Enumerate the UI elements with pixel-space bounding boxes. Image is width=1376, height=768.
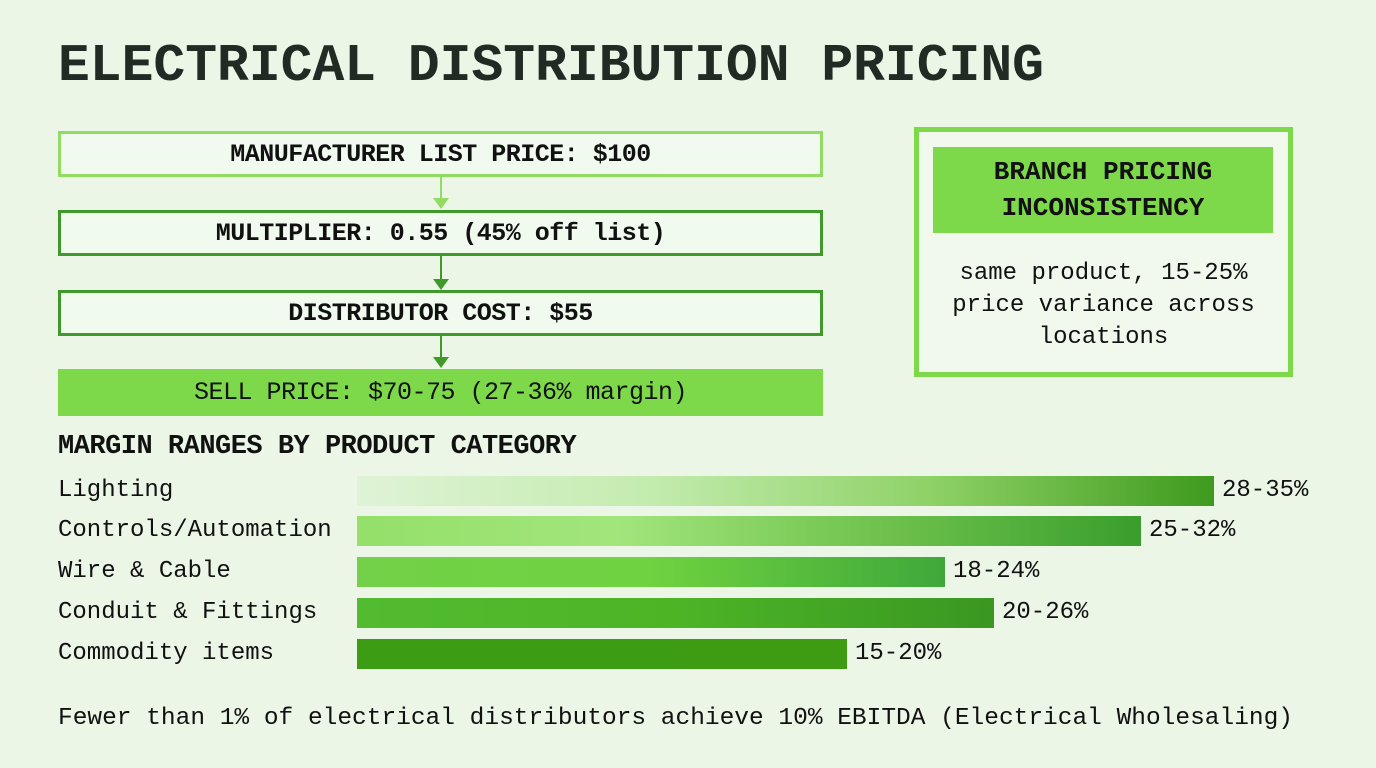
panel-body-line: price variance across — [952, 292, 1255, 319]
chart-row: Controls/Automation 25-32% — [0, 516, 1376, 546]
data-label: 25-32% — [1149, 517, 1236, 544]
flow-step-sell-price: SELL PRICE: $70-75 (27-36% margin) — [58, 369, 823, 416]
margin-bar — [357, 557, 945, 587]
flow-step-list-price: MANUFACTURER LIST PRICE: $100 — [58, 131, 823, 177]
panel-body-line: same product, 15-25% — [959, 260, 1248, 287]
category-label: Conduit & Fittings — [58, 599, 318, 626]
chart-row: Commodity items 15-20% — [0, 639, 1376, 669]
panel-body-line: locations — [1038, 324, 1169, 351]
margin-bar — [357, 639, 847, 669]
category-label: Wire & Cable — [58, 558, 231, 585]
data-label: 15-20% — [855, 640, 942, 667]
data-label: 28-35% — [1222, 477, 1309, 504]
chart-row: Conduit & Fittings 20-26% — [0, 598, 1376, 628]
branch-pricing-panel: BRANCH PRICING INCONSISTENCY same produc… — [914, 127, 1293, 377]
category-label: Lighting — [58, 477, 174, 504]
flow-step-label: SELL PRICE: $70-75 (27-36% margin) — [193, 378, 688, 407]
footer-note: Fewer than 1% of electrical distributors… — [58, 705, 1294, 732]
margin-bar — [357, 476, 1214, 506]
margin-bar — [357, 516, 1141, 546]
flow-step-label: DISTRIBUTOR COST: $55 — [288, 298, 593, 328]
flow-step-distributor-cost: DISTRIBUTOR COST: $55 — [58, 290, 823, 336]
data-label: 20-26% — [1002, 599, 1089, 626]
flow-step-label: MANUFACTURER LIST PRICE: $100 — [230, 139, 651, 169]
category-label: Commodity items — [58, 640, 275, 667]
data-label: 18-24% — [953, 558, 1040, 585]
panel-heading-line: INCONSISTENCY — [1001, 193, 1205, 223]
page-title: ELECTRICAL DISTRIBUTION PRICING — [58, 36, 1044, 96]
flow-step-multiplier: MULTIPLIER: 0.55 (45% off list) — [58, 210, 823, 256]
chart-title: MARGIN RANGES BY PRODUCT CATEGORY — [58, 432, 577, 462]
panel-heading-line: BRANCH PRICING — [993, 157, 1213, 187]
margin-bar — [357, 598, 994, 628]
panel-body: same product, 15-25% price variance acro… — [919, 258, 1288, 354]
panel-heading: BRANCH PRICING INCONSISTENCY — [933, 147, 1273, 233]
category-label: Controls/Automation — [58, 517, 332, 544]
chart-row: Wire & Cable 18-24% — [0, 557, 1376, 587]
flow-step-label: MULTIPLIER: 0.55 (45% off list) — [215, 218, 666, 248]
chart-row: Lighting 28-35% — [0, 476, 1376, 506]
